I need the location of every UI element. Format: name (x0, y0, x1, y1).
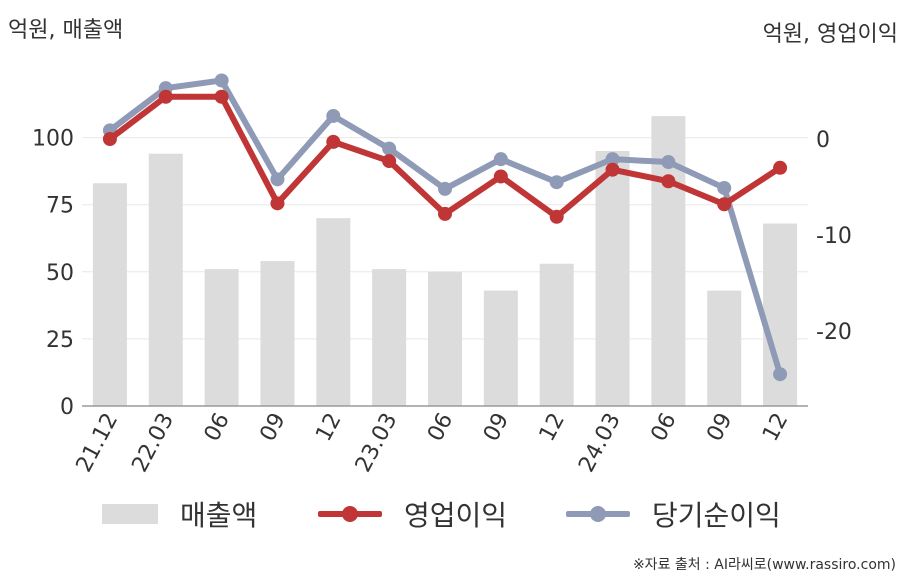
point-net-income (326, 108, 341, 123)
point-net-income (605, 152, 620, 167)
left-tick-label: 50 (46, 261, 74, 286)
left-tick-label: 25 (46, 328, 74, 353)
bar-sales (428, 271, 462, 406)
point-op-profit (661, 174, 676, 189)
legend-label-sales: 매출액 (180, 499, 258, 532)
point-net-income (382, 141, 397, 156)
legend-item-net-income: 당기순이익 (566, 494, 781, 534)
point-op-profit (605, 162, 620, 177)
bar-sales (92, 183, 127, 406)
legend-swatch-op-profit (318, 502, 382, 526)
right-tick-label: 0 (816, 128, 830, 153)
bar-sales (707, 290, 742, 406)
point-net-income (661, 155, 676, 170)
point-op-profit (382, 154, 397, 169)
point-op-profit (773, 160, 788, 175)
point-op-profit (326, 134, 341, 149)
point-net-income (270, 172, 285, 187)
x-tick-label: 09 (256, 409, 291, 445)
x-tick-label: 24.03 (574, 409, 626, 476)
right-axis-unit: 억원, 영업이익 (762, 22, 898, 47)
bar-sales (483, 290, 518, 406)
x-tick-label: 12 (535, 409, 570, 445)
right-tick-label: -10 (816, 224, 852, 249)
right-tick-label: -20 (816, 320, 852, 345)
point-op-profit (717, 197, 732, 212)
legend-swatch-sales (102, 504, 158, 524)
bar-sales (260, 261, 295, 406)
point-op-profit (493, 169, 508, 184)
point-net-income (214, 73, 229, 88)
x-tick-label: 06 (646, 409, 681, 445)
x-tick-label: 12 (311, 409, 346, 445)
point-op-profit (102, 132, 117, 146)
legend-label-op-profit: 영업이익 (404, 499, 508, 532)
left-tick-label: 75 (46, 194, 74, 219)
bar-sales (204, 269, 239, 406)
source-note: ※자료 출처 : AI라씨로(www.rassiro.com) (632, 557, 896, 573)
x-tick-label: 06 (423, 409, 458, 445)
bar-sales (148, 153, 183, 406)
left-tick-label: 0 (60, 395, 74, 420)
point-op-profit (214, 89, 229, 104)
bar-sales (595, 151, 630, 406)
legend-swatch-net-income (566, 502, 630, 526)
bar-sales (372, 269, 407, 406)
x-tick-label: 23.03 (351, 409, 403, 476)
legend-item-sales: 매출액 (102, 494, 257, 534)
legend-label-net-income: 당기순이익 (652, 499, 781, 532)
point-op-profit (549, 209, 564, 224)
legend-item-op-profit: 영업이익 (318, 494, 507, 534)
point-net-income (549, 175, 564, 190)
point-net-income (493, 152, 508, 167)
point-op-profit (158, 89, 173, 104)
point-net-income (438, 181, 452, 196)
point-net-income (773, 367, 788, 382)
x-tick-label: 09 (479, 409, 514, 445)
x-tick-label: 09 (702, 409, 737, 445)
point-op-profit (438, 206, 452, 221)
x-tick-label: 21.12 (72, 409, 124, 476)
bar-sales (539, 263, 574, 406)
x-tick-label: 12 (758, 409, 793, 445)
x-tick-label: 22.03 (127, 409, 179, 476)
left-tick-label: 100 (32, 127, 74, 152)
left-axis-unit: 억원, 매출액 (8, 18, 124, 43)
point-net-income (717, 180, 732, 195)
x-tick-label: 06 (200, 409, 235, 445)
point-op-profit (270, 196, 285, 211)
bar-sales (316, 218, 351, 406)
